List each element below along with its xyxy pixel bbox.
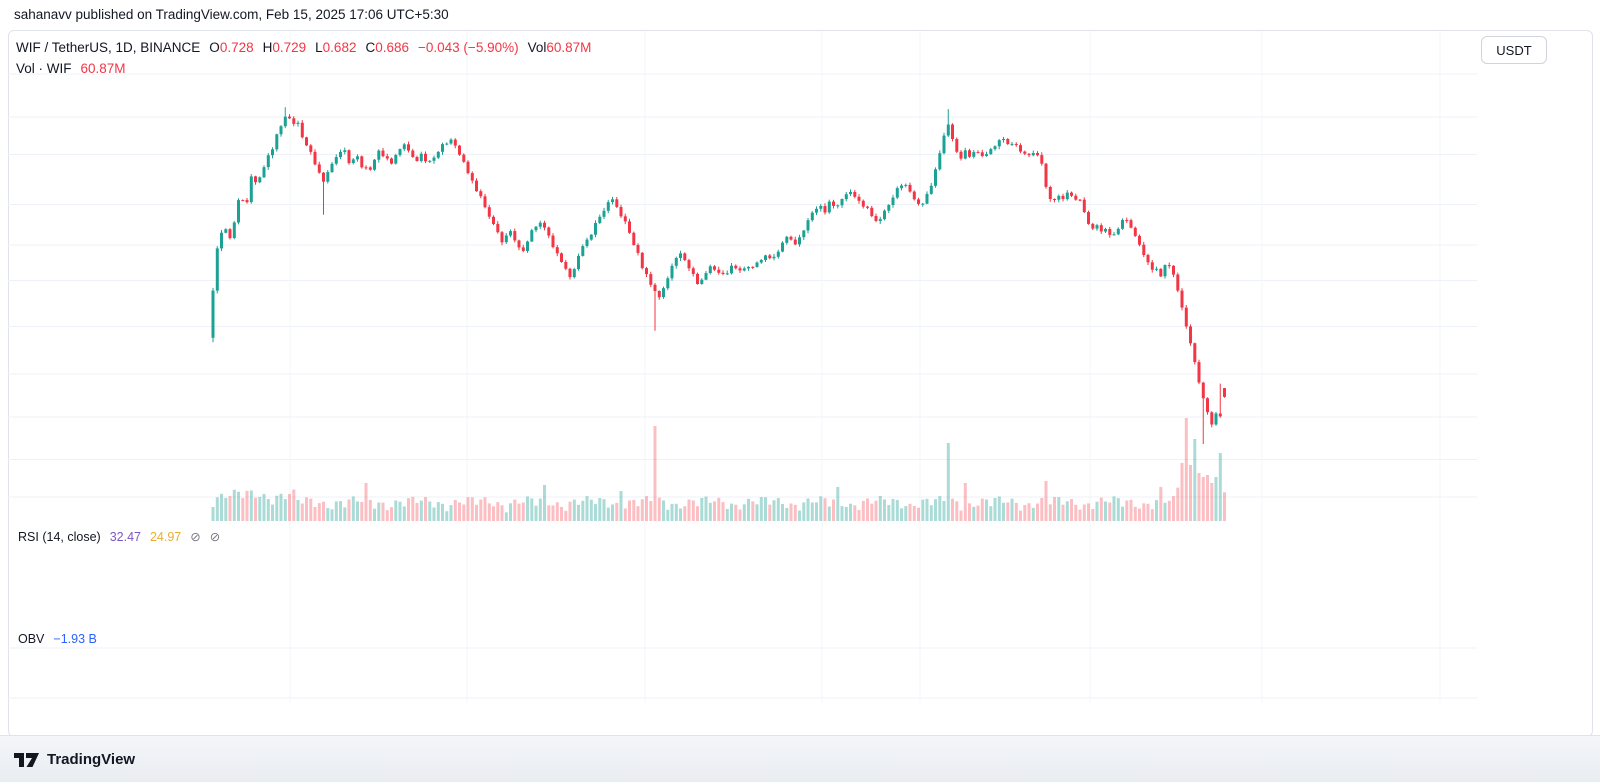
change-value: −0.043 (−5.90%) bbox=[418, 40, 519, 55]
obv-value: −1.93 B bbox=[53, 632, 97, 646]
volume-legend[interactable]: Vol · WIF 60.87M bbox=[16, 61, 126, 76]
footer-bar: TradingView bbox=[0, 735, 1600, 782]
rsi-value: 32.47 bbox=[109, 529, 141, 544]
ohlc-high: H0.729 bbox=[262, 40, 307, 55]
tradingview-brand-text[interactable]: TradingView bbox=[47, 750, 136, 768]
volume-legend-label: Vol · WIF bbox=[16, 61, 72, 76]
attribution-text: sahanavv published on TradingView.com, F… bbox=[14, 7, 449, 22]
rsi-title: RSI (14, close) bbox=[18, 529, 101, 544]
volume-field: Vol60.87M bbox=[527, 40, 592, 55]
rsi-hide-icon[interactable]: ⊘ bbox=[190, 530, 201, 544]
currency-toggle-button[interactable]: USDT bbox=[1481, 36, 1547, 64]
ohlc-low: L0.682 bbox=[315, 40, 357, 55]
rsi-ma-hide-icon[interactable]: ⊘ bbox=[209, 530, 221, 544]
ohlc-close: C0.686 bbox=[365, 40, 410, 55]
rsi-ma-value: 24.97 bbox=[149, 529, 182, 544]
symbol-legend[interactable]: WIF / TetherUS, 1D, BINANCE O0.728 H0.72… bbox=[16, 40, 591, 55]
rsi-legend[interactable]: RSI (14, close) 32.47 24.97 ⊘ ⊘ bbox=[18, 529, 221, 545]
volume-legend-value: 60.87M bbox=[80, 61, 126, 76]
tradingview-logo-icon[interactable] bbox=[14, 750, 40, 768]
obv-title: OBV bbox=[18, 632, 45, 646]
chart-card bbox=[8, 30, 1593, 737]
ohlc-open: O0.728 bbox=[209, 40, 254, 55]
symbol-title[interactable]: WIF / TetherUS, 1D, BINANCE bbox=[16, 40, 201, 55]
obv-legend[interactable]: OBV −1.93 B bbox=[18, 632, 97, 646]
